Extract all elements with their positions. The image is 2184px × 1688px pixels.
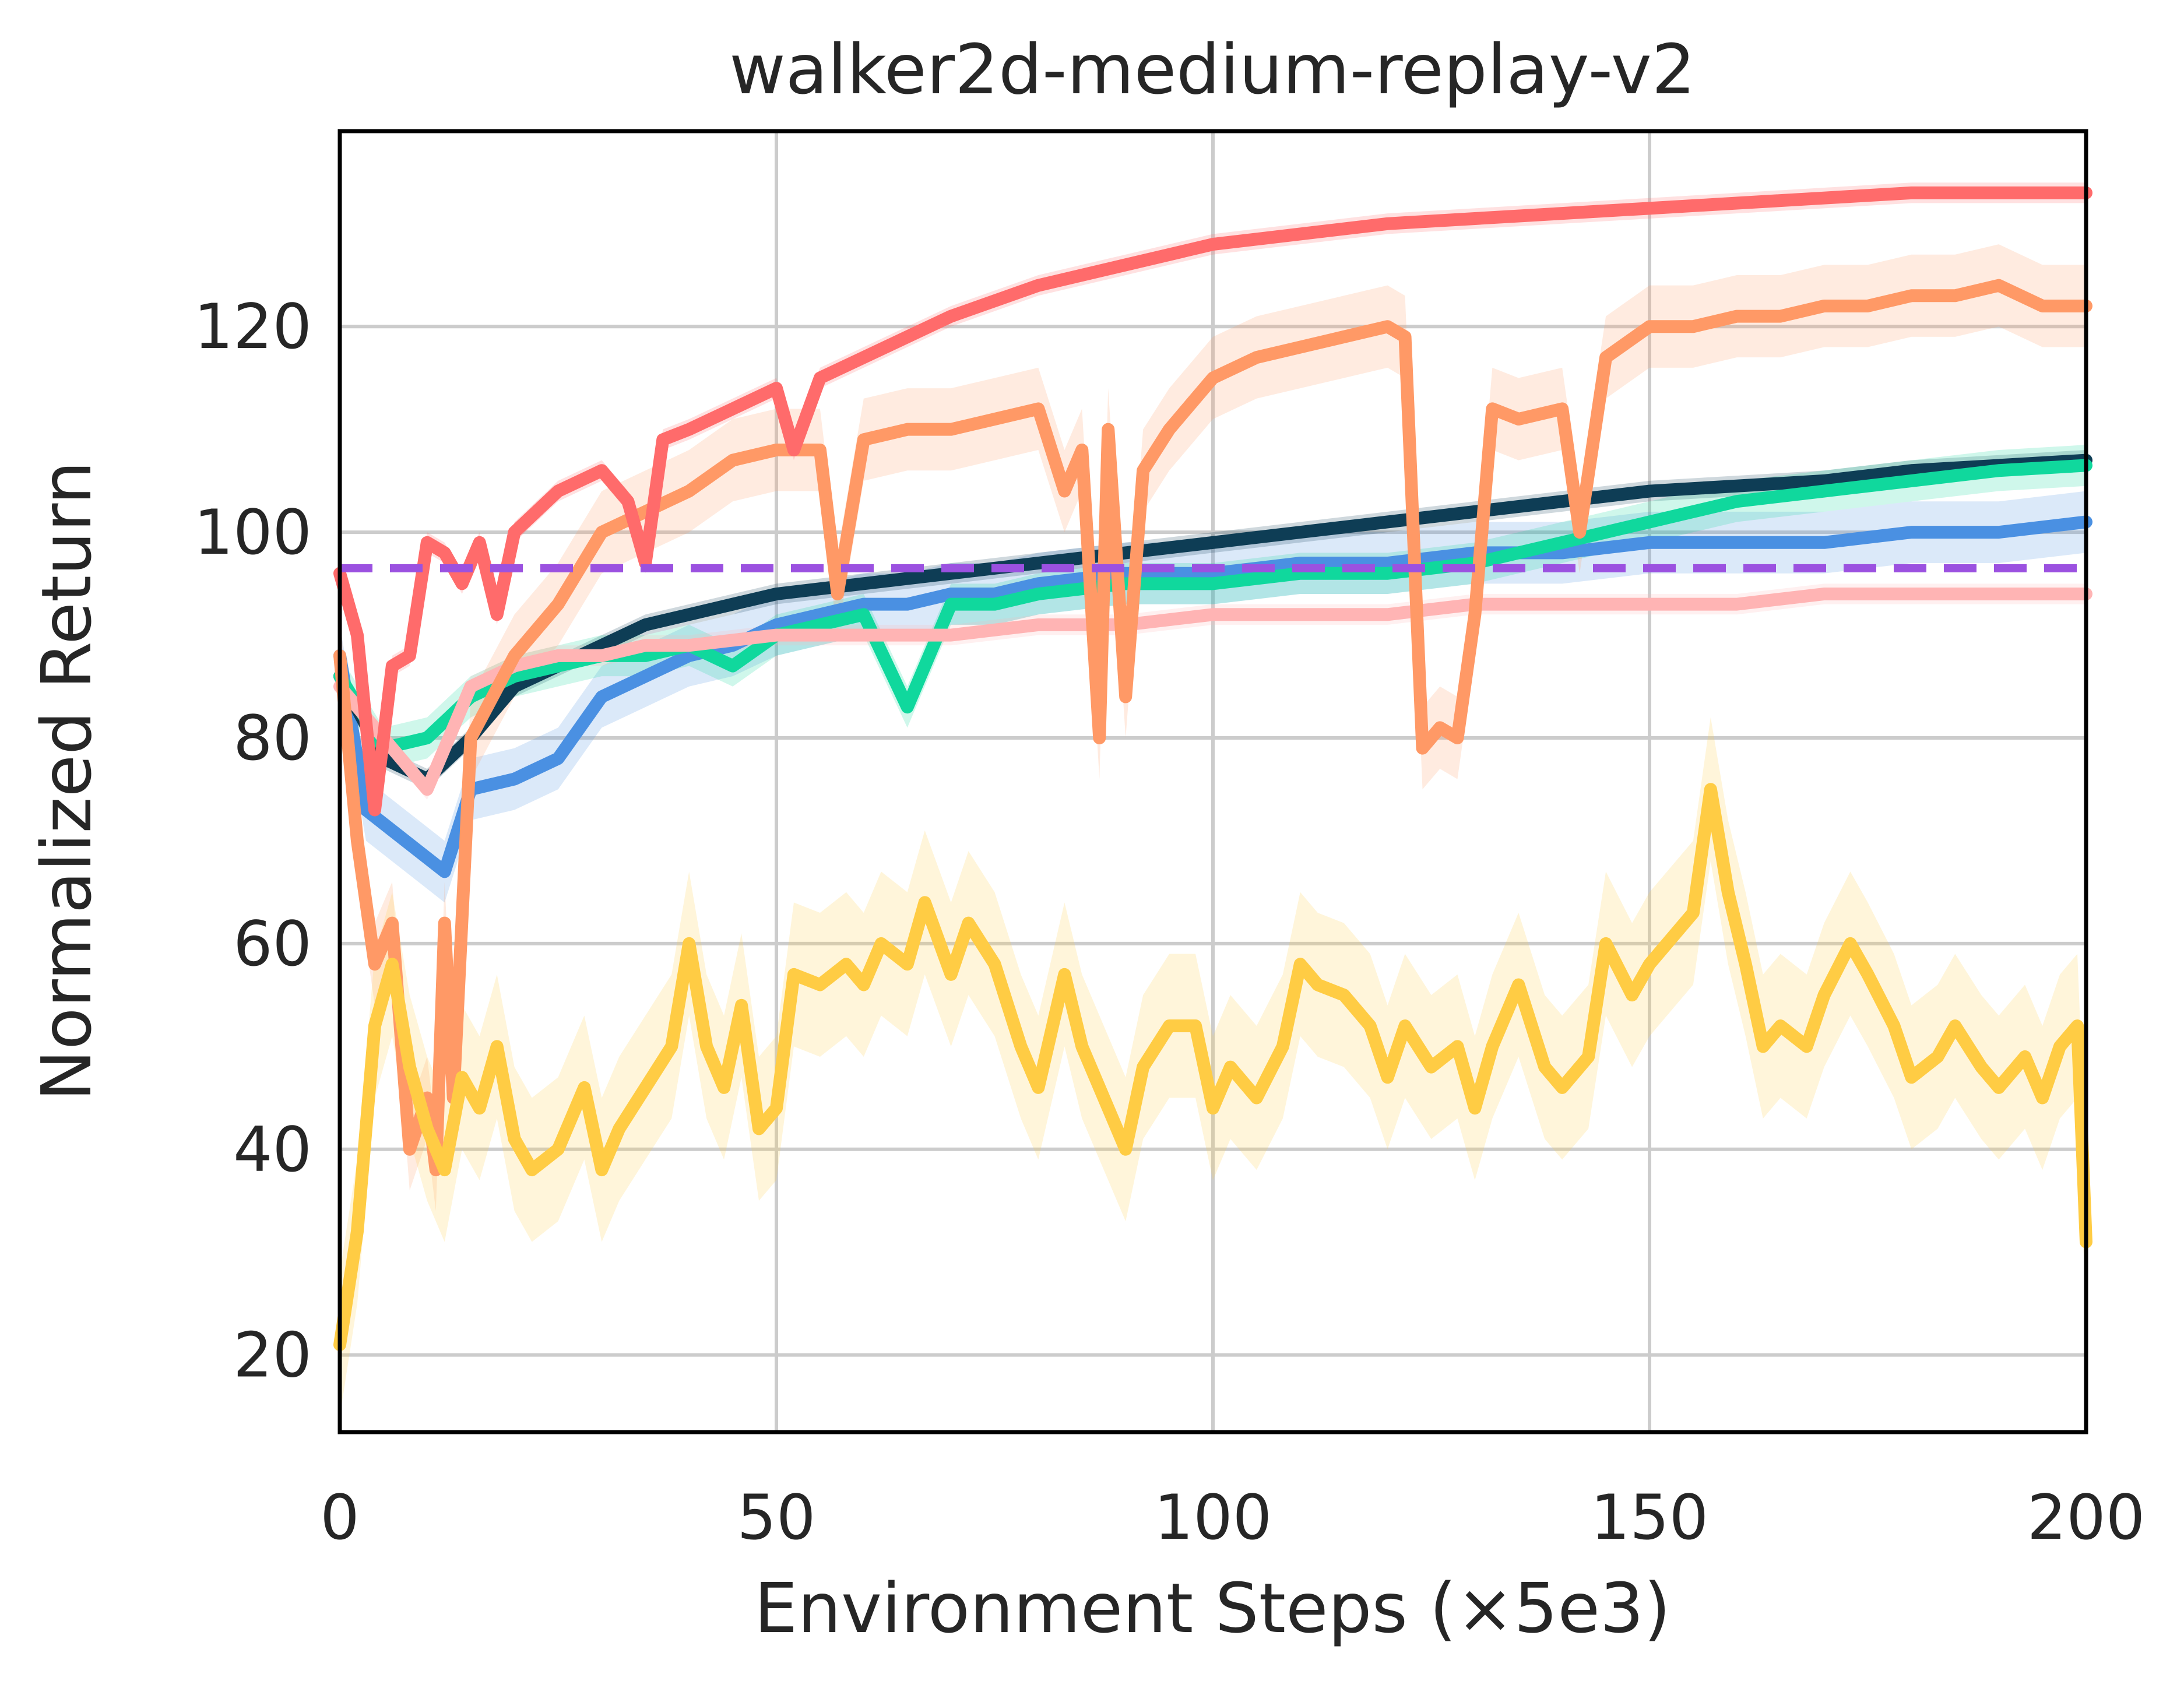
x-axis-label: Environment Steps (×5e3) xyxy=(754,1568,1670,1648)
y-tick-label: 120 xyxy=(194,291,312,363)
series-line-6 xyxy=(333,783,2092,1352)
x-tick-label: 150 xyxy=(1591,1482,1708,1553)
x-tick-label: 200 xyxy=(2027,1482,2145,1553)
series-band-6 xyxy=(340,717,2086,1417)
plot-frame xyxy=(337,129,2088,1434)
series-line-4 xyxy=(333,279,2092,1177)
y-tick-label: 20 xyxy=(233,1320,312,1391)
y-ticks: 20 40 60 80 100 120 xyxy=(194,291,312,1391)
x-tick-label: 100 xyxy=(1154,1482,1272,1553)
y-tick-label: 40 xyxy=(233,1114,312,1186)
x-tick-label: 0 xyxy=(320,1482,359,1553)
y-axis-label: Normalized Return xyxy=(26,461,107,1101)
x-ticks: 0 50 100 150 200 xyxy=(320,1482,2145,1553)
series-line-5 xyxy=(333,186,2092,817)
y-tick-label: 80 xyxy=(233,702,312,774)
x-tick-label: 50 xyxy=(737,1482,816,1553)
series-line-2 xyxy=(333,459,2092,755)
chart-title: walker2d-medium-replay-v2 xyxy=(729,29,1696,110)
y-tick-label: 100 xyxy=(194,497,312,568)
y-tick-label: 60 xyxy=(233,908,312,980)
series-band-4 xyxy=(340,244,2086,1211)
